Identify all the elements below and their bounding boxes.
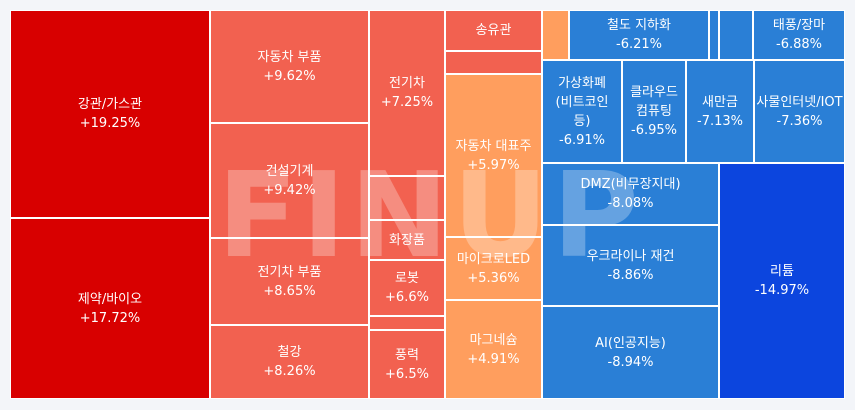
tile-로봇[interactable]: 로봇 +6.6% xyxy=(369,260,445,316)
tile-자동차-부품[interactable]: 자동차 부품 +9.62% xyxy=(210,10,369,123)
tile-change-value: +17.72% xyxy=(79,310,141,326)
tile-label: 새만금 xyxy=(702,94,738,110)
tile-change-value: -6.21% xyxy=(616,37,662,52)
tile-label: 태풍/장마 xyxy=(772,18,826,33)
tile-label: 철강 xyxy=(277,345,302,360)
tile-풍력[interactable]: 풍력 +6.5% xyxy=(369,330,445,399)
tile-change-value: -7.13% xyxy=(697,113,743,129)
tile-label: 우크라이나 재건 xyxy=(586,248,675,264)
tile-label: 전기차 부품 xyxy=(257,264,322,280)
tile-change-value: -6.91% xyxy=(559,132,605,148)
tile-change-value: +6.6% xyxy=(385,290,429,305)
tile-change-value: +6.5% xyxy=(385,366,429,382)
tile-label: 리튬 xyxy=(770,264,794,279)
tile-우크라이나-재건[interactable]: 우크라이나 재건 -8.86% xyxy=(542,225,719,306)
tile-가상화폐-비트코인-등[interactable]: 가상화폐(비트코인 등) -6.91% xyxy=(542,60,622,163)
tile-unlabeled[interactable] xyxy=(445,51,542,74)
tile-unlabeled[interactable] xyxy=(542,10,569,60)
tile-새만금[interactable]: 새만금 -7.13% xyxy=(686,60,754,163)
tile-change-value: -8.08% xyxy=(607,196,654,211)
tile-전기차-부품[interactable]: 전기차 부품 +8.65% xyxy=(210,238,369,325)
tile-change-value: +9.42% xyxy=(263,182,316,198)
tile-change-value: +8.65% xyxy=(263,283,316,299)
tile-label: 강관/가스관 xyxy=(77,97,143,112)
tile-클라우드-컴퓨팅[interactable]: 클라우드 컴퓨팅 -6.95% xyxy=(622,60,686,163)
tile-label: 로봇 xyxy=(395,271,419,286)
tile-label: 건설기계 xyxy=(265,163,314,179)
tile-태풍-장마[interactable]: 태풍/장마 -6.88% xyxy=(753,10,845,60)
tile-건설기계[interactable]: 건설기계 +9.42% xyxy=(210,123,369,238)
tile-change-value: +5.97% xyxy=(467,157,520,173)
tile-label: 클라우드 컴퓨팅 xyxy=(630,85,678,119)
tile-label: 마그네슘 xyxy=(469,332,518,348)
tile-송유관[interactable]: 송유관 xyxy=(445,10,542,51)
tile-label: 마이크로LED xyxy=(456,251,531,267)
tile-철강[interactable]: 철강 +8.26% xyxy=(210,325,369,399)
tile-강관-가스관[interactable]: 강관/가스관 +19.25% xyxy=(10,10,210,218)
tile-change-value: +7.25% xyxy=(380,95,434,110)
tile-unlabeled[interactable] xyxy=(369,176,445,220)
tile-자동차-대표주[interactable]: 자동차 대표주 +5.97% xyxy=(445,74,542,237)
tile-change-value: -8.86% xyxy=(607,267,654,283)
tile-change-value: +9.62% xyxy=(263,68,316,84)
tile-dmz-비무장지대[interactable]: DMZ(비무장지대) -8.08% xyxy=(542,163,719,225)
tile-철도-지하화[interactable]: 철도 지하화 -6.21% xyxy=(569,10,709,60)
tile-change-value: +19.25% xyxy=(79,116,141,131)
tile-전기차[interactable]: 전기차 +7.25% xyxy=(369,10,445,176)
tile-change-value: +8.26% xyxy=(263,364,316,379)
tile-label: 송유관 xyxy=(475,23,512,38)
tile-change-value: -6.88% xyxy=(776,37,822,52)
tile-label: 풍력 xyxy=(395,347,419,363)
tile-화장품[interactable]: 화장품 xyxy=(369,220,445,260)
tile-label: 사물인터넷/IOT xyxy=(756,94,843,110)
tile-마이크로led[interactable]: 마이크로LED +5.36% xyxy=(445,237,542,300)
tile-리튬[interactable]: 리튬 -14.97% xyxy=(719,163,845,399)
tile-label: AI(인공지능) xyxy=(595,335,666,351)
tile-change-value: -6.95% xyxy=(631,123,677,138)
tile-label: 자동차 대표주 xyxy=(455,138,532,154)
tile-label: 철도 지하화 xyxy=(607,18,671,33)
tile-change-value: -7.36% xyxy=(776,113,823,129)
tile-label: 자동차 부품 xyxy=(257,49,322,65)
tile-unlabeled[interactable] xyxy=(709,10,719,60)
tile-unlabeled[interactable] xyxy=(719,10,753,60)
tile-change-value: +4.91% xyxy=(467,351,520,367)
tile-change-value: -8.94% xyxy=(607,354,654,370)
tile-제약-바이오[interactable]: 제약/바이오 +17.72% xyxy=(10,218,210,399)
tile-change-value: +5.36% xyxy=(467,270,520,286)
tile-ai-인공지능[interactable]: AI(인공지능) -8.94% xyxy=(542,306,719,399)
tile-label: 가상화폐(비트코인 등) xyxy=(555,75,609,129)
tile-unlabeled[interactable] xyxy=(369,316,445,330)
tile-change-value: -14.97% xyxy=(754,283,810,298)
tile-label: 화장품 xyxy=(389,232,425,248)
tile-label: 제약/바이오 xyxy=(77,291,143,307)
tile-label: DMZ(비무장지대) xyxy=(580,177,681,192)
tile-label: 전기차 xyxy=(389,76,425,91)
tile-마그네슘[interactable]: 마그네슘 +4.91% xyxy=(445,300,542,399)
tile-사물인터넷-iot[interactable]: 사물인터넷/IOT -7.36% xyxy=(754,60,845,163)
